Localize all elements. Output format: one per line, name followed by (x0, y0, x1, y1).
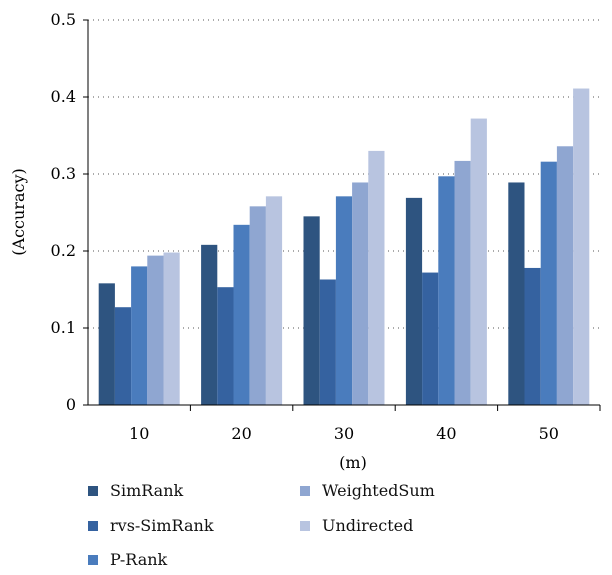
bar-undirected (573, 88, 590, 405)
x-tick-label: 10 (129, 424, 149, 443)
y-tick-label: 0.5 (51, 10, 76, 29)
legend-label: P-Rank (110, 550, 168, 569)
y-tick-label: 0.1 (51, 318, 76, 337)
bar-rvs-simrank (524, 267, 541, 405)
legend-swatch (300, 520, 310, 531)
legend-label: SimRank (110, 481, 184, 500)
legend-item: P-Rank (88, 550, 167, 569)
y-axis-label: (Accuracy) (9, 168, 28, 255)
bar-simrank (201, 244, 218, 405)
bar-p-rank (131, 266, 148, 405)
bar-undirected (470, 118, 487, 405)
y-tick-label: 0.2 (51, 241, 76, 260)
y-tick-label: 0.3 (51, 164, 76, 183)
bar-weightedsum (454, 160, 471, 405)
x-tick-label: 40 (436, 424, 456, 443)
bar-rvs-simrank (217, 287, 234, 405)
x-tick-label: 30 (334, 424, 354, 443)
y-tick-label: 0 (66, 395, 76, 414)
legend-swatch (88, 485, 98, 496)
bar-p-rank (540, 161, 557, 405)
y-tick-label: 0.4 (51, 87, 76, 106)
bar-simrank (508, 182, 525, 405)
bar-weightedsum (352, 182, 369, 405)
legend-item: Undirected (300, 516, 413, 535)
legend-item: SimRank (88, 481, 183, 500)
bar-p-rank (438, 176, 455, 405)
bar-rvs-simrank (114, 307, 132, 405)
bar-rvs-simrank (422, 272, 439, 405)
bar-undirected (368, 150, 385, 405)
legend-swatch (88, 520, 98, 531)
legend-label: Undirected (322, 516, 414, 535)
bar-undirected (265, 196, 283, 405)
x-tick-label: 20 (231, 424, 251, 443)
bar-p-rank (335, 196, 353, 405)
bar-weightedsum (147, 255, 164, 405)
bar-simrank (405, 197, 423, 405)
bars (98, 88, 590, 405)
bar-undirected (163, 252, 180, 405)
legend-swatch (300, 485, 310, 496)
bar-weightedsum (556, 146, 574, 405)
x-tick-label: 50 (539, 424, 559, 443)
legend-item: rvs-SimRank (88, 516, 214, 535)
bar-simrank (98, 283, 115, 405)
x-axis-label: (m) (339, 453, 367, 472)
bar-weightedsum (249, 206, 266, 405)
legend-label: WeightedSum (322, 481, 435, 500)
bar-simrank (303, 216, 320, 405)
axes: 0 0.1 0.2 0.3 0.4 0.5 10 20 30 40 50 (51, 10, 601, 443)
legend-swatch (88, 554, 98, 565)
bar-rvs-simrank (319, 279, 336, 405)
bar-p-rank (233, 224, 250, 405)
legend-item: WeightedSum (300, 481, 435, 500)
legend-label: rvs-SimRank (110, 516, 214, 535)
